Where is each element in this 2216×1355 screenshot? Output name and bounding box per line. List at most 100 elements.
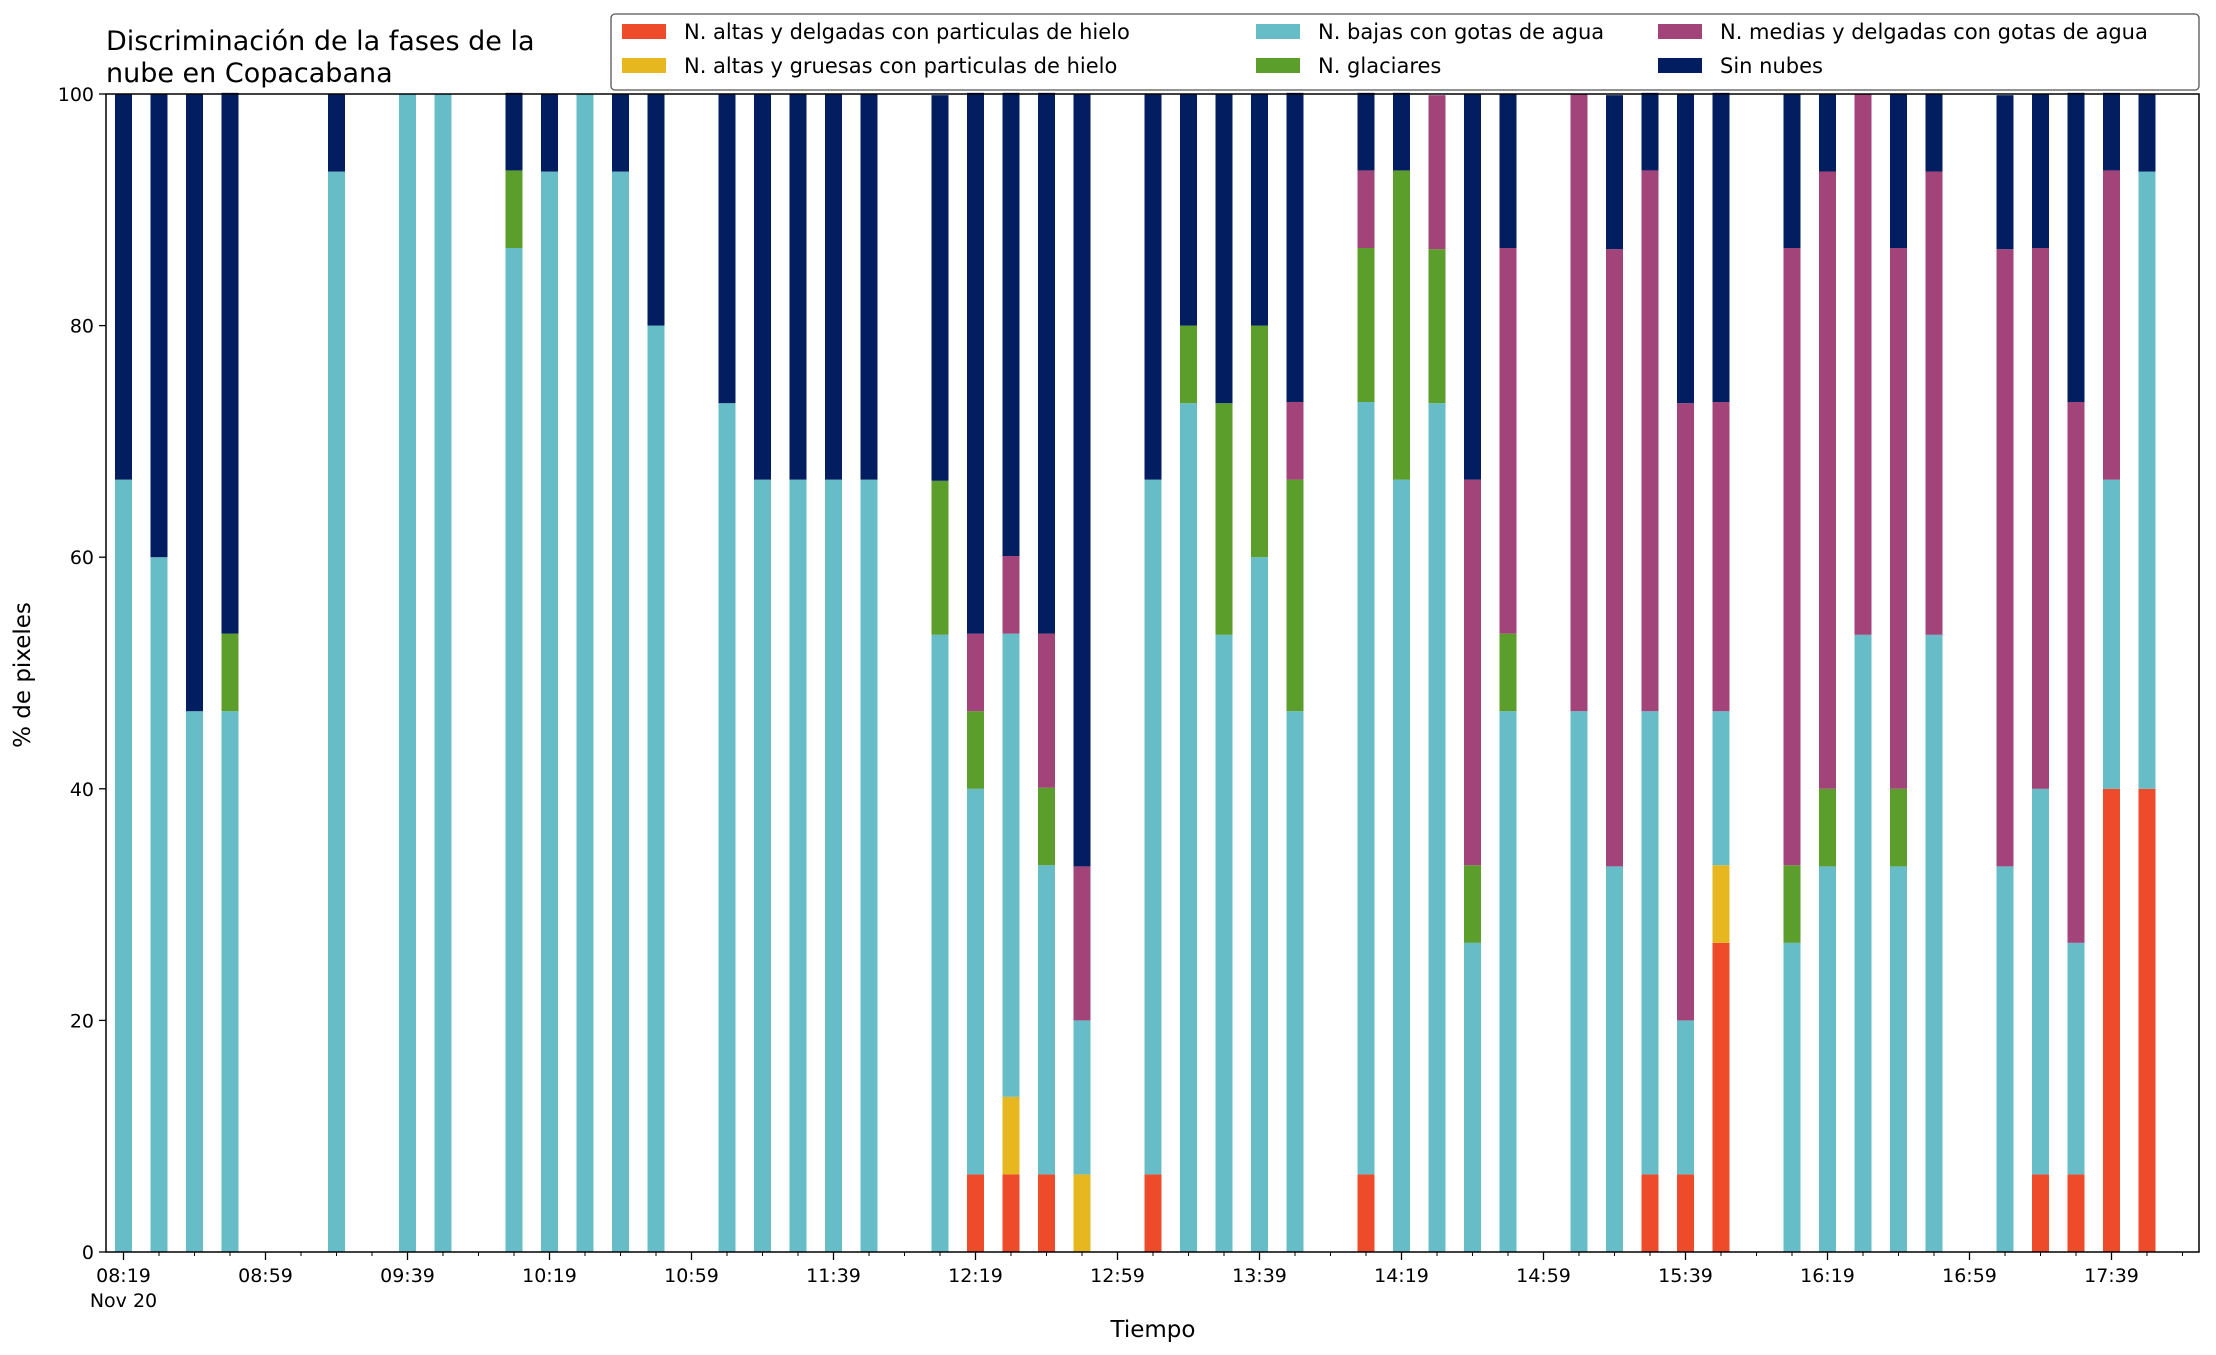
bar-segment-1409-s3	[1357, 248, 1375, 403]
legend-swatch-4	[1658, 24, 1702, 39]
bar-segment-1419-s5	[1393, 92, 1410, 171]
bar-segment-1019-s2	[541, 171, 558, 1253]
x-tick-date-label: Nov 20	[90, 1290, 157, 1312]
bar-segment-1439-s2	[1464, 942, 1481, 1252]
legend-label-1: N. altas y gruesas con particulas de hie…	[684, 54, 1117, 78]
legend-swatch-5	[1658, 58, 1702, 73]
bar-segment-1139-s2	[825, 479, 842, 1252]
bar-segment-1639-s5	[1890, 94, 1907, 249]
legend-swatch-2	[1256, 24, 1300, 39]
bar-segment-1339-s2	[1251, 557, 1268, 1252]
x-tick-label: 17:39	[2084, 1265, 2139, 1287]
legend-swatch-0	[622, 24, 666, 39]
bar-segment-1319-s5	[1180, 94, 1197, 326]
bar-segment-1429-s3	[1428, 249, 1446, 404]
bar-segment-1729-s4	[2067, 402, 2085, 943]
bar-segment-0829-s5	[150, 94, 168, 558]
bar-segment-1439-s4	[1464, 479, 1481, 866]
bar-segment-0919-s5	[328, 94, 345, 172]
bar-segment-1639-s4	[1890, 248, 1907, 789]
bar-segment-1429-s2	[1428, 403, 1446, 1252]
bar-segment-1739-s0	[2103, 788, 2120, 1252]
bar-segment-0819-s2	[115, 479, 132, 1252]
bar-segment-1329-s5	[1215, 94, 1233, 404]
bar-segment-1419-s2	[1393, 479, 1410, 1252]
legend-label-3: N. glaciares	[1318, 54, 1441, 78]
x-tick-label: 13:39	[1232, 1265, 1287, 1287]
bar-segment-1439-s3	[1464, 865, 1481, 943]
bar-segment-1609-s3	[1783, 865, 1801, 943]
bar-segment-1239-s2	[1038, 865, 1055, 1175]
bar-segment-1609-s4	[1783, 248, 1801, 866]
bar-segment-1229-s4	[1002, 556, 1020, 634]
bar-segment-1039-s5	[612, 94, 629, 172]
bar-segment-1639-s3	[1890, 788, 1907, 867]
bar-segment-1229-s5	[1002, 92, 1020, 557]
axes-layer: 0 20 40 60 80 100 08:19 Nov 20 08:59 09:39 10:19 10…	[58, 84, 2200, 1312]
bar-segment-1339-s5	[1251, 94, 1268, 326]
bar-segment-1119-s5	[754, 94, 771, 480]
legend-label-4: N. medias y delgadas con gotas de agua	[1720, 20, 2148, 44]
bar-segment-1109-s5	[718, 94, 736, 404]
bar-segment-0849-s3	[221, 633, 239, 712]
x-tick-label: 08:59	[238, 1265, 293, 1287]
bar-segment-1239-s3	[1038, 787, 1055, 866]
bar-segment-1719-s0	[2032, 1174, 2049, 1252]
y-tick-label: 20	[70, 1010, 94, 1032]
bar-segment-1139-s5	[825, 94, 842, 480]
y-tick-label: 100	[58, 84, 94, 106]
bar-segment-0839-s2	[186, 711, 203, 1252]
bar-segment-1609-s2	[1783, 942, 1801, 1252]
bar-segment-1709-s2	[1996, 866, 2014, 1252]
x-tick-label: 14:19	[1374, 1265, 1429, 1287]
x-axis-label: Tiempo	[1110, 1317, 1196, 1343]
bar-segment-1409-s0	[1357, 1174, 1375, 1252]
bar-segment-1539-s4	[1677, 403, 1694, 1021]
bar-segment-1239-s0	[1038, 1174, 1055, 1252]
bar-segment-1109-s2	[718, 403, 736, 1252]
bar-segment-0829-s2	[150, 557, 168, 1252]
bar-segment-1349-s4	[1286, 402, 1304, 480]
x-tick-label: 16:19	[1800, 1265, 1855, 1287]
bar-segment-1329-s3	[1215, 403, 1233, 635]
bar-segment-0939-s2	[399, 94, 416, 1252]
bar-segment-1349-s3	[1286, 479, 1304, 712]
y-tick-label: 80	[70, 316, 94, 338]
bar-segment-1409-s5	[1357, 92, 1375, 171]
bar-segment-1439-s5	[1464, 94, 1481, 480]
bar-segment-0839-s5	[186, 94, 203, 712]
bar-segment-1539-s5	[1677, 94, 1694, 404]
bar-segment-1129-s5	[789, 94, 807, 480]
bar-segment-1449-s5	[1499, 94, 1517, 249]
bar-segment-1749-s0	[2138, 788, 2156, 1252]
bar-segment-1219-s0	[967, 1174, 984, 1252]
bar-segment-1449-s2	[1499, 711, 1517, 1252]
bar-segment-0819-s5	[115, 94, 132, 480]
bars-layer	[115, 92, 2156, 1253]
bar-segment-1609-s5	[1783, 94, 1801, 249]
bar-segment-1239-s4	[1038, 633, 1055, 788]
y-tick-label: 0	[82, 1242, 94, 1264]
x-tick-label: 09:39	[380, 1265, 435, 1287]
bar-segment-1749-s2	[2138, 171, 2156, 789]
bar-segment-1229-s1	[1002, 1096, 1020, 1175]
y-axis-label: % de pixeles	[10, 602, 36, 748]
bar-segment-1249-s2	[1073, 1020, 1091, 1175]
bar-segment-1519-s4	[1606, 249, 1623, 867]
x-tick-label: 10:19	[522, 1265, 577, 1287]
bar-segment-1619-s4	[1819, 171, 1836, 789]
bar-segment-1629-s2	[1854, 634, 1872, 1252]
legend: N. altas y delgadas con particulas de hi…	[610, 13, 2200, 91]
bar-segment-1649-s4	[1925, 171, 1943, 635]
bar-segment-1229-s0	[1002, 1174, 1020, 1252]
bar-segment-1219-s4	[967, 633, 984, 712]
x-tick-label: 12:19	[948, 1265, 1003, 1287]
bar-segment-1639-s2	[1890, 866, 1907, 1252]
legend-label-2: N. bajas con gotas de agua	[1318, 20, 1604, 44]
bar-segment-1209-s2	[931, 634, 949, 1252]
bar-segment-1009-s2	[505, 248, 523, 1252]
x-tick-label: 16:59	[1942, 1265, 1997, 1287]
bar-segment-1029-s2	[576, 94, 594, 1252]
bar-segment-1709-s4	[1996, 249, 2014, 867]
bar-segment-1349-s5	[1286, 92, 1304, 403]
